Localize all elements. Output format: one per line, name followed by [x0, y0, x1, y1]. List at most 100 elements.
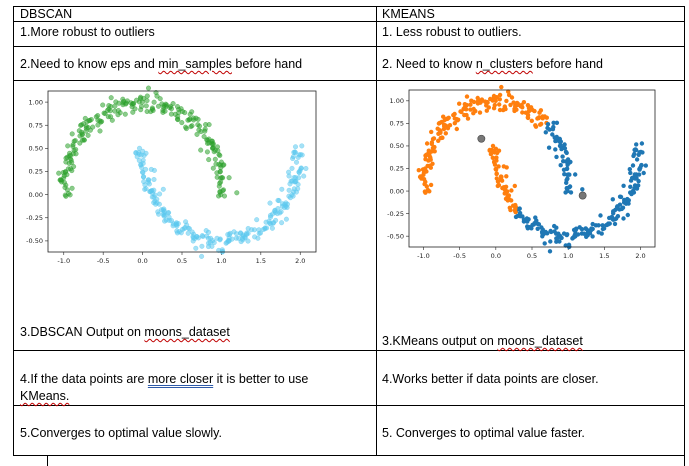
- data-point: [513, 209, 518, 215]
- data-point: [518, 104, 523, 109]
- data-point: [170, 101, 176, 107]
- data-point: [509, 95, 515, 100]
- x-tick-label: 2.0: [295, 257, 305, 265]
- data-point: [618, 194, 624, 200]
- data-point: [492, 162, 498, 167]
- data-point: [537, 110, 542, 115]
- data-point: [62, 169, 68, 175]
- data-point: [610, 197, 615, 202]
- data-point: [144, 109, 150, 114]
- plot-frame: [408, 89, 656, 248]
- data-point: [279, 186, 285, 192]
- data-point: [83, 125, 89, 131]
- data-point: [157, 96, 163, 102]
- data-point: [468, 102, 473, 107]
- x-tick-label: 1.5: [599, 252, 609, 260]
- data-point: [208, 235, 214, 241]
- header-kmeans: KMEANS: [382, 7, 435, 21]
- data-point: [430, 136, 436, 142]
- data-point: [279, 220, 285, 226]
- data-point: [630, 163, 636, 168]
- data-point: [102, 111, 108, 117]
- data-point: [432, 149, 437, 154]
- data-point: [238, 230, 244, 236]
- y-tick-label: -0.25: [26, 214, 43, 222]
- data-point: [138, 107, 144, 113]
- data-point: [504, 98, 509, 104]
- data-point: [108, 104, 114, 109]
- data-point: [493, 98, 498, 103]
- data-point: [199, 253, 205, 259]
- data-point: [214, 170, 220, 176]
- data-point: [540, 114, 545, 119]
- data-point: [536, 222, 542, 227]
- data-point: [262, 225, 268, 231]
- data-point: [190, 238, 196, 244]
- data-point: [269, 225, 275, 231]
- data-point: [79, 132, 85, 138]
- data-point: [152, 192, 158, 198]
- data-point: [122, 111, 128, 117]
- y-tick-label: 0.50: [29, 145, 43, 153]
- data-point: [67, 192, 73, 198]
- data-point: [193, 245, 199, 251]
- data-point: [295, 182, 301, 187]
- data-point: [529, 226, 534, 231]
- data-point: [418, 174, 423, 179]
- data-point: [141, 174, 147, 180]
- data-point: [244, 230, 250, 236]
- data-point: [203, 228, 209, 234]
- data-point: [504, 165, 509, 170]
- data-point: [252, 234, 258, 240]
- data-point: [542, 241, 547, 246]
- data-point: [566, 242, 572, 247]
- data-point: [638, 149, 644, 155]
- data-point: [157, 191, 163, 197]
- x-tick-label: 2.0: [635, 252, 645, 260]
- data-point: [76, 128, 82, 134]
- data-point: [562, 142, 567, 147]
- data-point: [615, 214, 621, 219]
- data-point: [504, 174, 509, 179]
- x-tick-label: 0.0: [137, 257, 147, 265]
- data-point: [297, 168, 303, 174]
- data-point: [529, 118, 534, 123]
- data-point: [525, 226, 530, 231]
- data-point: [219, 247, 225, 253]
- data-point: [596, 230, 601, 235]
- data-point: [166, 210, 172, 216]
- data-point: [525, 219, 530, 224]
- data-point: [422, 181, 427, 187]
- data-point: [490, 155, 495, 160]
- data-point: [496, 164, 501, 169]
- data-point: [121, 98, 127, 104]
- data-point: [471, 111, 476, 116]
- data-point: [562, 172, 567, 177]
- data-point: [436, 138, 441, 143]
- data-point: [496, 183, 502, 188]
- data-point: [508, 207, 513, 213]
- data-point: [634, 157, 640, 162]
- data-point: [429, 129, 434, 135]
- data-point: [502, 105, 507, 110]
- data-point: [497, 92, 503, 98]
- data-point: [65, 143, 71, 149]
- data-point: [462, 112, 467, 118]
- data-point: [194, 131, 200, 137]
- data-point: [581, 231, 587, 236]
- data-point: [160, 186, 166, 192]
- data-point: [278, 209, 284, 215]
- data-point: [443, 131, 448, 136]
- data-point: [95, 122, 101, 128]
- data-point: [184, 222, 190, 228]
- data-point: [144, 93, 150, 99]
- data-point: [532, 108, 537, 114]
- data-point: [454, 116, 459, 122]
- data-point: [442, 124, 447, 129]
- data-point: [175, 104, 180, 110]
- data-point: [426, 158, 431, 163]
- x-tick-label: 0.5: [177, 257, 187, 265]
- data-point: [452, 121, 457, 126]
- data-point: [543, 130, 548, 135]
- x-tick-label: 1.0: [216, 257, 226, 265]
